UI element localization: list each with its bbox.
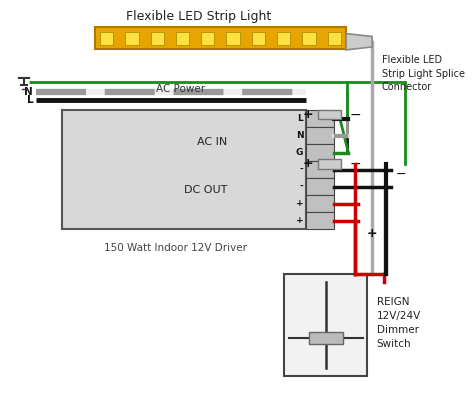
Bar	[284, 274, 367, 376]
Bar	[100, 32, 113, 45]
Bar	[252, 32, 265, 45]
Text: -: -	[300, 182, 303, 191]
Text: +: +	[367, 227, 377, 240]
Text: 150 Watt Indoor 12V Driver: 150 Watt Indoor 12V Driver	[104, 243, 247, 253]
Bar	[306, 144, 334, 161]
Text: +: +	[303, 157, 313, 170]
Text: L: L	[27, 95, 33, 105]
Bar	[95, 27, 346, 49]
Text: AC Power: AC Power	[155, 84, 205, 94]
Bar	[306, 110, 334, 127]
Text: +: +	[296, 199, 303, 208]
Bar	[227, 32, 240, 45]
Text: Flexible LED Strip Light: Flexible LED Strip Light	[127, 10, 272, 23]
Text: −: −	[350, 108, 361, 121]
Text: +: +	[303, 108, 313, 121]
Bar	[318, 110, 341, 119]
Text: Flexible LED
Strip Light Splice
Connector: Flexible LED Strip Light Splice Connecto…	[382, 56, 465, 92]
Bar	[306, 212, 334, 229]
Text: N: N	[296, 131, 303, 140]
Bar	[277, 32, 290, 45]
Bar	[306, 178, 334, 195]
Bar	[306, 127, 334, 144]
Text: −: −	[350, 157, 361, 171]
Bar	[151, 32, 164, 45]
Bar	[318, 159, 341, 169]
Polygon shape	[346, 34, 372, 50]
Text: G: G	[296, 148, 303, 157]
Bar	[306, 161, 334, 178]
Text: N: N	[25, 87, 33, 97]
Bar	[302, 32, 316, 45]
Text: L: L	[298, 115, 303, 124]
Bar	[201, 32, 214, 45]
Bar	[176, 32, 189, 45]
Text: -: -	[300, 165, 303, 174]
Text: +: +	[296, 216, 303, 225]
Bar	[125, 32, 138, 45]
Bar	[309, 332, 343, 344]
Bar	[62, 110, 306, 229]
Text: REIGN
12V/24V
Dimmer
Switch: REIGN 12V/24V Dimmer Switch	[377, 297, 421, 349]
Text: DC OUT: DC OUT	[184, 185, 228, 195]
Bar	[306, 195, 334, 212]
Bar	[328, 32, 341, 45]
Text: AC IN: AC IN	[197, 137, 228, 148]
Text: −: −	[396, 168, 406, 181]
